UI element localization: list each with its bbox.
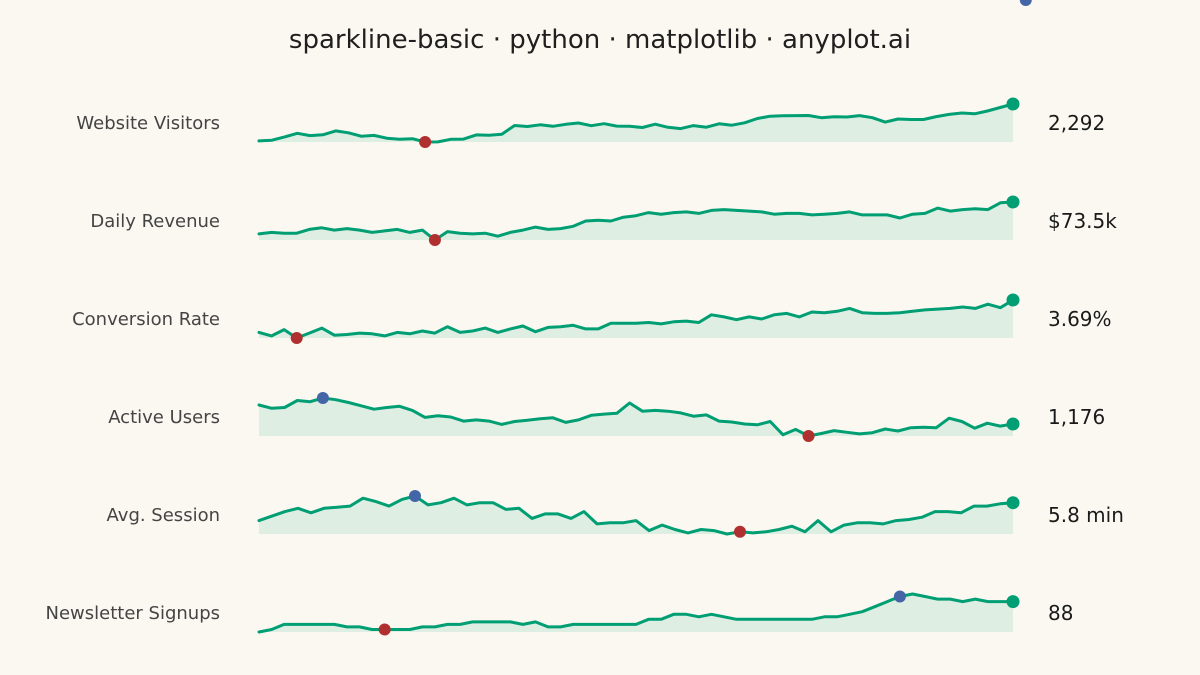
sparkline-label: Conversion Rate xyxy=(72,309,220,330)
sparkline-current-value: 5.8 min xyxy=(1048,503,1124,527)
last-point-marker xyxy=(1006,195,1020,209)
sparkline-line xyxy=(257,396,1015,438)
min-point-marker xyxy=(419,136,432,148)
sparkline-area xyxy=(259,496,1013,534)
min-point-marker xyxy=(802,430,815,442)
min-point-marker xyxy=(428,234,441,246)
sparkline-label: Website Visitors xyxy=(76,113,220,134)
sparkline-row: Newsletter Signups 88 xyxy=(46,590,1073,636)
sparkline-current-value: 2,292 xyxy=(1048,111,1105,135)
sparkline-current-value: 1,176 xyxy=(1048,405,1105,429)
sparkline-row: Website Visitors 2,292 xyxy=(76,0,1105,148)
sparkline-line xyxy=(257,102,1015,144)
sparkline-line xyxy=(257,200,1015,242)
sparkline-current-value: 88 xyxy=(1048,601,1073,625)
min-point-marker xyxy=(378,623,391,636)
sparkline-current-value: $73.5k xyxy=(1048,209,1117,233)
sparkline-current-value: 3.69% xyxy=(1048,307,1112,331)
sparkline-area xyxy=(259,300,1013,338)
sparkline-area xyxy=(259,202,1013,240)
last-point-marker xyxy=(1006,97,1020,111)
sparkline-area xyxy=(259,398,1013,436)
sparkline-row: Daily Revenue $73.5k xyxy=(90,195,1117,246)
max-point-marker xyxy=(316,392,329,404)
last-point-marker xyxy=(1006,417,1020,431)
sparkline-area xyxy=(259,594,1013,632)
sparkline-row: Active Users 1,176 xyxy=(108,392,1105,442)
sparkline-rows: Website Visitors 2,292 Daily Revenue $73.5k… xyxy=(46,0,1124,636)
max-point-marker xyxy=(409,490,421,502)
last-point-marker xyxy=(1006,293,1020,307)
last-point-marker xyxy=(1006,595,1020,609)
min-point-marker xyxy=(290,332,303,344)
sparkline-row: Conversion Rate 3.69% xyxy=(72,293,1112,344)
sparkline-label: Newsletter Signups xyxy=(46,603,221,624)
sparkline-label: Avg. Session xyxy=(107,505,220,526)
sparkline-area xyxy=(259,104,1013,142)
max-point-marker xyxy=(893,590,906,603)
sparkline-row: Avg. Session 5.8 min xyxy=(107,490,1124,538)
sparkline-line xyxy=(257,298,1015,340)
chart-title: sparkline-basic · python · matplotlib · … xyxy=(289,25,911,55)
sparkline-label: Active Users xyxy=(108,407,220,428)
last-point-marker xyxy=(1006,496,1020,510)
max-point-marker xyxy=(1019,0,1032,6)
sparkline-line xyxy=(257,494,1015,536)
min-point-marker xyxy=(734,525,746,538)
sparkline-label: Daily Revenue xyxy=(90,211,220,232)
